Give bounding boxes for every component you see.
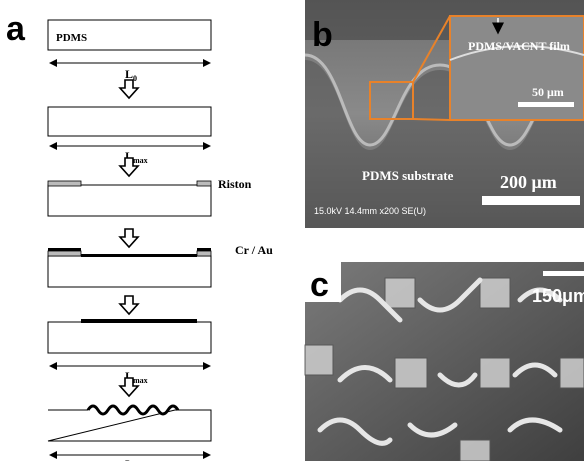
block	[48, 185, 211, 216]
panel-label: a	[6, 10, 26, 48]
metal-layer	[48, 248, 81, 251]
metal-layer	[81, 254, 197, 257]
block	[48, 410, 211, 441]
film-label: PDMS/VACNT film	[468, 39, 570, 53]
pdms-label: PDMS	[56, 32, 87, 44]
riston-layer	[48, 181, 81, 186]
length-label: L0	[125, 457, 137, 461]
panel-b: PDMS/VACNT film 50 μm b PDMS substrate 2…	[305, 0, 584, 228]
scale-bar	[543, 271, 584, 276]
panel-a: a PDMS L0 Lmax Riston Cr / Au Lmax L0	[6, 10, 273, 461]
block	[48, 256, 211, 287]
block	[48, 322, 211, 353]
inset-scale-bar	[518, 102, 574, 107]
sem-info: 15.0kV 14.4mm x200 SE(U)	[314, 206, 426, 216]
metal-layer	[81, 319, 197, 323]
scale-label: 150μm	[532, 286, 584, 306]
riston-layer	[48, 251, 81, 256]
panel-c: c 150μm	[305, 262, 584, 461]
figure: a PDMS L0 Lmax Riston Cr / Au Lmax L0 PD…	[0, 0, 584, 461]
inset-scale-label: 50 μm	[532, 85, 564, 99]
cr-au-label: Cr / Au	[235, 243, 273, 257]
riston-layer	[197, 251, 211, 256]
scale-label: 200 μm	[500, 172, 557, 192]
riston-label: Riston	[218, 177, 252, 191]
stretched-block	[48, 107, 211, 136]
panel-label: b	[312, 16, 333, 54]
panel-label: c	[310, 266, 329, 304]
scale-bar	[482, 196, 580, 205]
substrate-label: PDMS substrate	[362, 168, 454, 183]
metal-layer	[197, 248, 211, 251]
wavy-layer	[88, 406, 178, 414]
riston-layer	[197, 181, 211, 186]
